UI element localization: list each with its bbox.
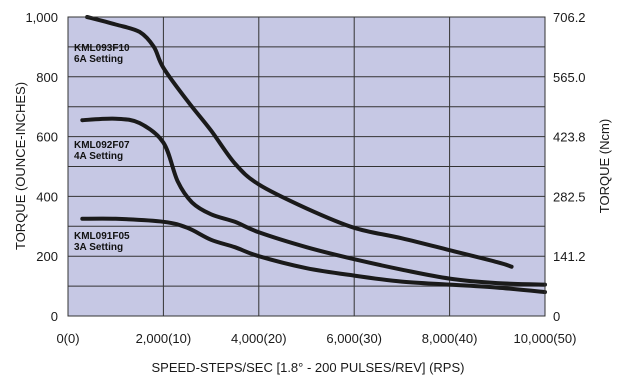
x-tick-label: 10,000(50) xyxy=(514,331,577,346)
series-label-line: KML093F10 xyxy=(74,43,130,54)
x-tick-label: 2,000(10) xyxy=(136,331,192,346)
tick-labels: 0(0) 2,000(10) 4,000(20) 6,000(30) 8,000(40)… xyxy=(25,10,585,346)
series-label-line: KML091F05 xyxy=(74,231,130,242)
x-tick-label: 8,000(40) xyxy=(422,331,478,346)
y2-tick-label: 282.5 xyxy=(553,189,586,204)
y2-tick-label: 565.0 xyxy=(553,70,586,85)
y-tick-label: 200 xyxy=(36,249,58,264)
x-tick-label: 0(0) xyxy=(56,331,79,346)
series-lines xyxy=(80,15,547,295)
y-tick-label: 1,000 xyxy=(25,10,58,25)
y2-tick-label: 423.8 xyxy=(553,130,586,145)
series-label-line: 4A Setting xyxy=(74,151,123,162)
x-tick-label: 6,000(30) xyxy=(326,331,382,346)
x-tick-label: 4,000(20) xyxy=(231,331,287,346)
series-line-2 xyxy=(80,116,547,287)
series-label-line: 6A Setting xyxy=(74,54,123,65)
plot-border xyxy=(67,16,546,317)
series-label-1: KML093F10 6A Setting xyxy=(74,43,130,65)
series-line-3 xyxy=(80,216,547,295)
y-axis-title: TORQUE (OUNCE-INCHES) xyxy=(13,82,28,250)
series-label-2: KML092F07 4A Setting xyxy=(74,140,130,162)
series-label-line: KML092F07 xyxy=(74,140,130,151)
y-tick-label: 400 xyxy=(36,189,58,204)
grid xyxy=(68,17,545,316)
y2-axis-title: TORQUE (Ncm) xyxy=(597,119,612,213)
y2-tick-label: 706.2 xyxy=(553,10,586,25)
y2-tick-label: 0 xyxy=(553,309,560,324)
y2-tick-label: 141.2 xyxy=(553,249,586,264)
y-tick-label: 800 xyxy=(36,70,58,85)
series-label-3: KML091F05 3A Setting xyxy=(74,231,130,253)
x-axis-title: SPEED-STEPS/SEC [1.8° - 200 PULSES/REV] … xyxy=(152,360,465,375)
series-line-1 xyxy=(85,15,514,269)
y-tick-label: 0 xyxy=(51,309,58,324)
series-label-line: 3A Setting xyxy=(74,242,123,253)
y-tick-label: 600 xyxy=(36,130,58,145)
